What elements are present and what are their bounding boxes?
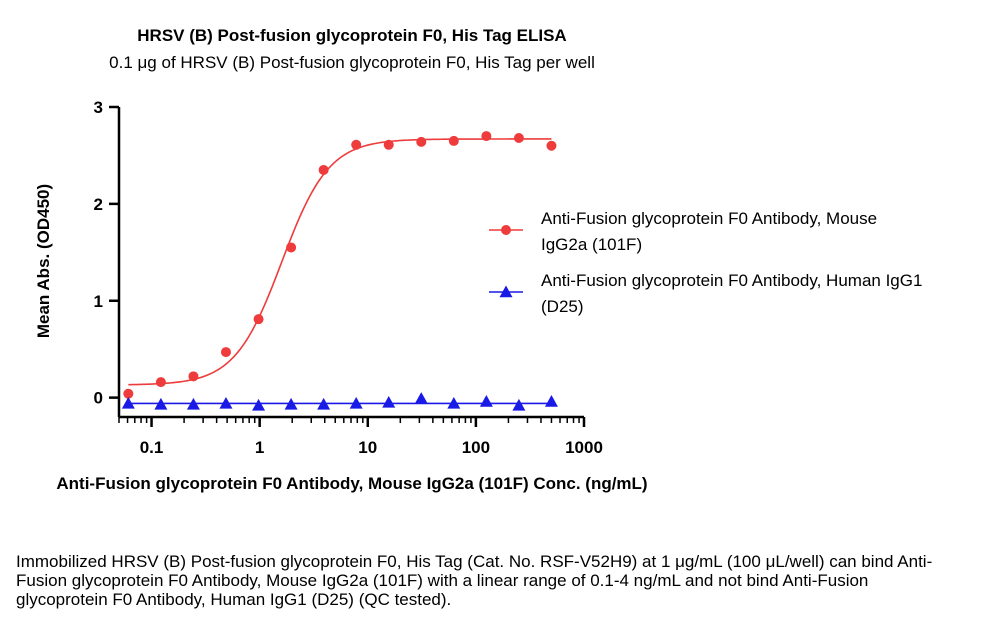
data-point-series-1: [155, 377, 166, 388]
legend-label-series-1: IgG2a (101F): [541, 235, 642, 254]
y-tick-label: 1: [94, 292, 103, 311]
elisa-chart: HRSV (B) Post-fusion glycoprotein F0, Hi…: [34, 26, 922, 493]
data-point-series-1: [351, 139, 362, 150]
data-point-series-1: [253, 314, 264, 325]
data-point-series-2: [317, 397, 331, 410]
legend-label-series-2: (D25): [541, 297, 584, 316]
x-tick-label: 1000: [565, 438, 603, 457]
x-axis-label: Anti-Fusion glycoprotein F0 Antibody, Mo…: [56, 474, 647, 493]
data-point-series-1: [416, 136, 427, 147]
legend-label-series-1: Anti-Fusion glycoprotein F0 Antibody, Mo…: [541, 209, 877, 228]
y-tick-label: 0: [94, 389, 103, 408]
data-point-series-2: [186, 397, 200, 410]
data-point-series-1: [286, 242, 297, 253]
data-point-series-1: [546, 140, 557, 151]
data-points: [121, 131, 558, 411]
y-axis-label: Mean Abs. (OD450): [34, 184, 53, 338]
fit-curve-series-1: [128, 138, 552, 386]
data-point-series-2: [349, 396, 363, 409]
data-point-series-1: [513, 133, 524, 143]
data-point-series-2: [154, 397, 168, 410]
y-tick-label: 3: [94, 98, 103, 117]
legend-label-series-2: Anti-Fusion glycoprotein F0 Antibody, Hu…: [541, 271, 922, 290]
legend: Anti-Fusion glycoprotein F0 Antibody, Mo…: [489, 209, 922, 316]
data-point-series-2: [252, 398, 266, 411]
data-point-series-1: [123, 388, 134, 399]
data-point-series-1: [383, 139, 394, 150]
data-point-series-2: [382, 395, 396, 408]
data-point-series-2: [447, 396, 461, 409]
x-tick-label: 100: [462, 438, 490, 457]
data-point-series-2: [544, 395, 558, 407]
data-point-series-1: [220, 347, 231, 358]
axis-ticks: 0 1 2 3 0.1 1 10 100 1000: [94, 98, 603, 457]
data-point-series-1: [188, 371, 199, 382]
figure-caption: Immobilized HRSV (B) Post-fusion glycopr…: [16, 552, 933, 609]
legend-marker-series-2: [499, 285, 513, 298]
data-point-series-2: [284, 397, 298, 410]
data-point-series-2: [121, 396, 135, 409]
x-tick-label: 1: [255, 438, 264, 457]
data-point-series-1: [481, 131, 492, 142]
legend-marker-series-1: [501, 225, 511, 235]
data-point-series-2: [479, 395, 493, 407]
chart-subtitle: 0.1 μg of HRSV (B) Post-fusion glycoprot…: [109, 53, 595, 72]
fit-curves: [128, 138, 552, 405]
x-tick-label: 10: [358, 438, 377, 457]
data-point-series-2: [414, 392, 428, 404]
data-point-series-1: [318, 164, 329, 175]
axes: [117, 107, 584, 419]
chart-title: HRSV (B) Post-fusion glycoprotein F0, Hi…: [137, 26, 566, 45]
y-tick-label: 2: [94, 195, 103, 214]
data-point-series-2: [512, 398, 526, 411]
x-tick-label: 0.1: [140, 438, 164, 457]
data-point-series-1: [448, 135, 459, 146]
data-point-series-2: [219, 396, 233, 409]
